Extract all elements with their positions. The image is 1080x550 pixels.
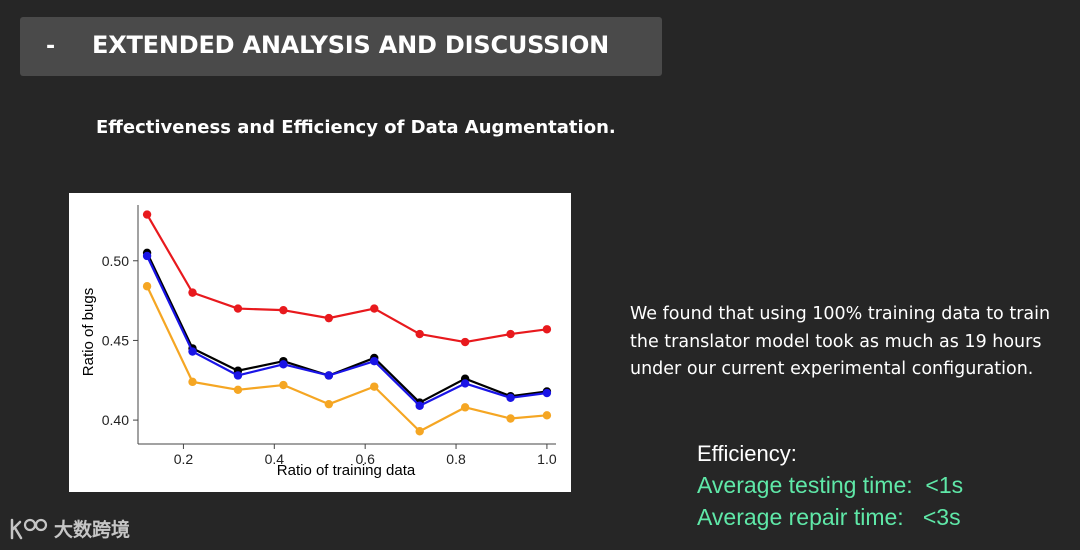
data-point bbox=[460, 379, 470, 388]
data-point bbox=[542, 388, 552, 398]
data-point bbox=[506, 393, 515, 402]
finding-paragraph: We found that using 100% training data t… bbox=[630, 304, 1051, 379]
data-point bbox=[542, 411, 552, 420]
data-point bbox=[415, 427, 424, 436]
series-0 bbox=[142, 210, 552, 347]
data-point bbox=[188, 347, 197, 356]
header-dash: - bbox=[46, 34, 56, 59]
series-line bbox=[146, 255, 548, 407]
data-point bbox=[233, 385, 243, 395]
series-line bbox=[146, 214, 548, 344]
data-point bbox=[370, 304, 379, 313]
repair-time-text: Average repair time: <3s bbox=[697, 504, 961, 530]
data-point bbox=[324, 371, 334, 380]
slide-subtitle: Effectiveness and Efficiency of Data Aug… bbox=[96, 117, 616, 138]
bug-ratio-line-chart: 0.2 0.4 0.6 0.8 1.0 0.40 0.45 0.50 Ratio of tra… bbox=[80, 205, 557, 479]
watermark: 大数跨境 bbox=[8, 515, 130, 542]
y-axis-label: Ratio of bugs bbox=[80, 288, 97, 376]
data-point bbox=[188, 288, 197, 297]
y-tick-label: 0.50 bbox=[102, 253, 129, 269]
data-point bbox=[460, 337, 470, 347]
chart-card: 0.2 0.4 0.6 0.8 1.0 0.40 0.45 0.50 Ratio of tra… bbox=[69, 193, 571, 492]
x-tick-label: 0.2 bbox=[174, 451, 194, 467]
series-3 bbox=[142, 282, 552, 436]
data-point bbox=[324, 313, 334, 323]
data-point bbox=[370, 356, 379, 366]
data-point bbox=[506, 414, 515, 423]
series-line bbox=[146, 252, 548, 404]
data-point bbox=[415, 401, 424, 410]
data-point bbox=[233, 304, 243, 313]
y-tick-label: 0.40 bbox=[102, 412, 129, 428]
data-point bbox=[142, 251, 152, 261]
series-2 bbox=[142, 251, 552, 410]
x-tick-label: 0.8 bbox=[446, 451, 466, 467]
y-tick-label: 0.45 bbox=[102, 332, 129, 348]
data-point bbox=[233, 371, 243, 380]
data-point bbox=[324, 399, 334, 409]
series-line bbox=[146, 285, 548, 433]
data-point bbox=[279, 380, 288, 390]
data-point bbox=[188, 377, 197, 387]
efficiency-heading: Efficiency: bbox=[697, 441, 797, 466]
watermark-logo-icon bbox=[10, 518, 48, 539]
testing-time-text: Average testing time: <1s bbox=[697, 472, 964, 498]
data-point bbox=[460, 403, 470, 412]
data-point bbox=[142, 210, 152, 219]
x-tick-label: 0.4 bbox=[265, 451, 285, 467]
data-point bbox=[542, 325, 552, 334]
data-point bbox=[279, 305, 288, 315]
data-point bbox=[506, 329, 515, 339]
watermark-text: 大数跨境 bbox=[54, 519, 131, 541]
data-point bbox=[279, 360, 288, 369]
section-header-bar bbox=[20, 17, 662, 76]
data-point bbox=[415, 329, 424, 339]
page-title: EXTENDED ANALYSIS AND DISCUSSION bbox=[92, 31, 610, 59]
data-point bbox=[142, 282, 152, 291]
data-point bbox=[370, 382, 379, 391]
x-tick-label: 1.0 bbox=[537, 451, 557, 467]
x-tick-label: 0.6 bbox=[355, 451, 375, 467]
x-axis-label: Ratio of training data bbox=[277, 462, 416, 479]
